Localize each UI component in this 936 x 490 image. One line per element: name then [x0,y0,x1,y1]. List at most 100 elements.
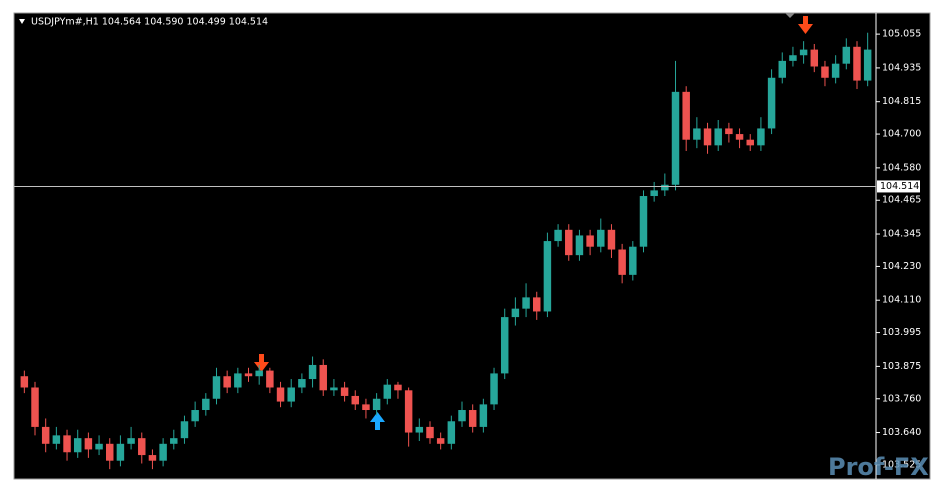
candle-body [863,49,872,81]
candle-body [95,443,103,450]
y-tick-label: 103.875 [882,361,921,372]
current-price-label: 104.514 [880,181,919,192]
y-tick-label: 103.995 [882,327,921,338]
candle-body [468,410,477,427]
candle-body [404,390,413,433]
candle-body [426,426,434,439]
candle-body [661,184,669,191]
candle-body [490,373,498,405]
candle-body [799,49,808,56]
candle-body [330,387,338,391]
candle-body [394,384,402,391]
candle-body [266,370,274,388]
candle-body [554,229,562,242]
candle-body [757,128,765,146]
candle-body [831,63,840,78]
candle-body [191,410,199,422]
candle-body [650,190,658,197]
candle-body [447,421,456,444]
candle-body [618,249,626,275]
chart-background [13,12,931,480]
candle-body [746,139,754,146]
candle-body [714,128,722,146]
candle-body [586,235,594,247]
y-tick-label: 103.525 [882,459,921,470]
candle-body [298,379,306,388]
candle-body [127,438,135,444]
candle-body [340,387,349,396]
candle-body [810,49,819,67]
candle-body [533,297,541,312]
candle-body [202,398,210,411]
candle-body [319,364,327,391]
candle-body [170,438,178,444]
candle-body [821,66,829,78]
candle-body [479,404,488,427]
current-price-box [877,180,920,193]
candle-body [287,387,295,402]
candle-body [511,308,520,318]
y-tick-label: 103.640 [882,427,921,438]
candle-body [212,376,221,399]
candle-body [725,128,733,135]
candle-body [778,60,786,78]
candle-body [693,128,701,140]
candle-body [682,91,690,140]
y-tick-label: 104.935 [882,62,921,73]
candle-body [116,443,125,461]
candle-body [458,410,466,422]
candle-body [703,128,712,146]
candle-body [383,384,392,399]
y-tick-label: 104.110 [882,295,921,306]
candle-body [789,55,797,61]
candle-body [522,297,530,309]
shift-marker [785,13,795,18]
candle-body [543,241,552,312]
candle-body [63,435,71,453]
candle-body [597,229,605,247]
candle-body [52,435,61,444]
candle-body [106,443,114,461]
sell-arrow [798,16,813,34]
candle-body [138,438,146,456]
candle-body [276,387,285,402]
buy-arrow [370,412,385,430]
candle-body [500,317,509,374]
candle-body [575,235,584,256]
candle-body [244,373,253,377]
candle-body [180,421,189,439]
candle-body [73,438,82,453]
candle-body [372,398,381,411]
y-tick-label: 104.465 [882,195,921,206]
candle-body [565,229,573,256]
candle-body [41,426,50,444]
candle-body [671,91,680,185]
candle-body [351,395,359,405]
candle-body [223,376,231,388]
candle-body [159,443,167,461]
y-tick-label: 104.815 [882,96,921,107]
candle-body [607,229,616,250]
candle-body [234,373,242,388]
candle-body [148,455,157,461]
candle-body [308,364,317,380]
y-tick-label: 105.055 [882,29,921,40]
menu-triangle [19,19,25,24]
candle-body [735,134,744,140]
sell-arrow [254,354,269,372]
candle-body [84,438,93,450]
watermark: Prof-FX [828,453,929,481]
candle-body [436,438,445,444]
candle-body [853,46,861,81]
chart-title: USDJPYm#,H1 104.564 104.590 104.499 104.… [31,17,268,28]
y-tick-label: 104.580 [882,162,921,173]
candle-body [629,246,637,275]
candle-body [31,387,39,427]
y-tick-label: 104.230 [882,261,921,272]
candle-body [415,426,424,433]
candle-body [362,404,370,411]
candle-body [842,46,851,64]
candle-body [639,196,648,247]
